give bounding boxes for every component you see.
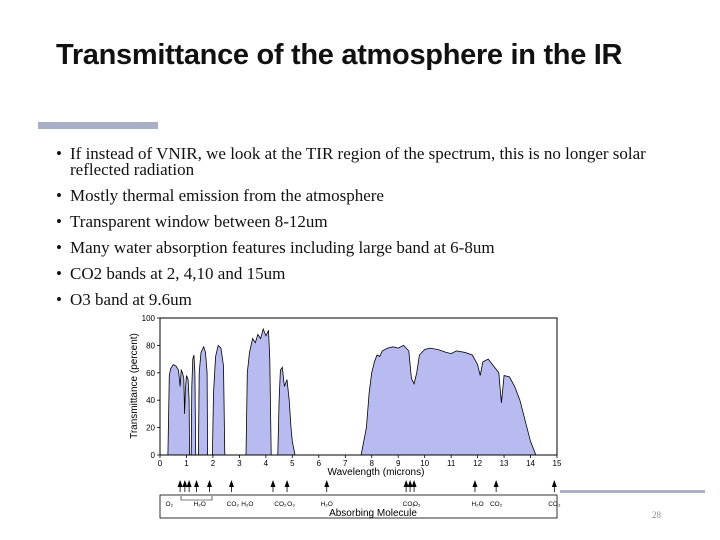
molecule-strip-title: Absorbing Molecule (329, 508, 417, 519)
plot-frame (159, 317, 558, 456)
absorption-arrow-head (206, 480, 212, 487)
bullet-dot: • (56, 290, 62, 309)
x-tick-label: 10 (420, 459, 429, 468)
bullet-dot: • (56, 186, 62, 205)
molecule-label: CO₂ (403, 501, 416, 508)
y-tick-label: 40 (146, 396, 155, 405)
y-tick-label: 100 (142, 314, 156, 323)
molecule-label: CO₂ (490, 501, 503, 508)
y-tick-label: 0 (151, 451, 156, 460)
absorption-arrow-head (407, 480, 413, 487)
x-tick-label: 11 (447, 459, 456, 468)
y-axis: 0 20 40 60 80 100 (142, 314, 160, 460)
x-tick-label: 7 (343, 459, 348, 468)
bullet-dot: • (56, 264, 62, 283)
x-tick-label: 8 (370, 459, 375, 468)
water-bracket (180, 496, 213, 501)
transmittance-area (360, 344, 537, 456)
transmittance-area (211, 344, 226, 456)
x-tick-label: 0 (158, 459, 163, 468)
absorption-arrow-head (228, 480, 234, 487)
y-tick-label: 60 (146, 369, 155, 378)
absorption-arrow-head (551, 480, 557, 487)
absorption-arrow-head (411, 480, 417, 487)
molecule-label: O₂ (165, 501, 173, 508)
x-tick-label: 3 (237, 459, 242, 468)
absorption-arrow-head (472, 480, 478, 487)
x-tick-label: 15 (553, 459, 562, 468)
bullet-dot: • (56, 144, 62, 163)
molecule-label: CO₂ (548, 501, 561, 508)
bullet-item: • If instead of VNIR, we look at the TIR … (56, 144, 646, 179)
absorption-arrow-head (177, 480, 183, 487)
bullet-item: • CO2 bands at 2, 4,10 and 15um (56, 264, 286, 283)
x-tick-label: 4 (264, 459, 269, 468)
molecule-label: H₂O (241, 501, 253, 508)
transmittance-area (245, 327, 272, 456)
absorption-arrow-head (284, 480, 290, 487)
x-tick-label: 12 (473, 459, 482, 468)
bullet-item: • Mostly thermal emission from the atmosp… (56, 186, 384, 205)
bullet-list: • If instead of VNIR, we look at the TIR … (56, 144, 696, 318)
x-axis-label: Wavelength (microns) (328, 467, 425, 478)
molecule-box (159, 494, 558, 519)
title-accent-bar (38, 122, 158, 129)
transmittance-area (277, 366, 296, 456)
bullet-dot: • (56, 238, 62, 257)
bullet-item: • O3 band at 9.6um (56, 290, 192, 309)
absorption-arrow-head (493, 480, 499, 487)
slide-title: Transmittance of the atmosphere in the I… (56, 39, 623, 71)
molecule-label: H₂O (194, 501, 206, 508)
x-tick-label: 9 (396, 459, 401, 468)
bullet-item: • Transparent window between 8-12um (56, 212, 328, 231)
x-tick-label: 2 (211, 459, 216, 468)
y-tick-label: 20 (146, 424, 155, 433)
x-tick-label: 6 (317, 459, 322, 468)
transmittance-area (167, 364, 191, 456)
bullet-item: • Many water absorption features includin… (56, 238, 495, 257)
x-tick-label: 1 (184, 459, 189, 468)
absorption-arrow-head (186, 480, 192, 487)
x-tick-label: 13 (500, 459, 509, 468)
molecule-label: O₃ (413, 501, 421, 508)
x-tick-label: 5 (290, 459, 295, 468)
molecule-label: H₂O (471, 501, 483, 508)
absorption-arrows (177, 480, 557, 492)
absorption-arrow-head (194, 480, 200, 487)
y-axis-label: Transmittance (percent) (129, 333, 140, 439)
transmittance-area (197, 345, 209, 456)
bullet-dot: • (56, 212, 62, 231)
absorption-arrow-head (324, 480, 330, 487)
molecule-label: CO₂ (274, 501, 287, 508)
footer-accent-line (560, 490, 705, 493)
molecule-label: H₂O (321, 501, 333, 508)
absorption-arrow-head (182, 480, 188, 487)
y-tick-label: 80 (146, 341, 155, 350)
absorption-arrow-head (403, 480, 409, 487)
transmittance-areas (167, 327, 537, 456)
transmittance-area (190, 354, 197, 456)
absorption-arrow-head (270, 480, 276, 487)
molecule-label: O₃ (287, 501, 295, 508)
x-axis: 0 1 2 3 4 5 6 7 8 9 10 11 12 13 14 15 (158, 455, 562, 468)
molecule-label: CO₂ (227, 501, 240, 508)
page-number: 28 (652, 510, 661, 520)
x-tick-label: 14 (526, 459, 535, 468)
